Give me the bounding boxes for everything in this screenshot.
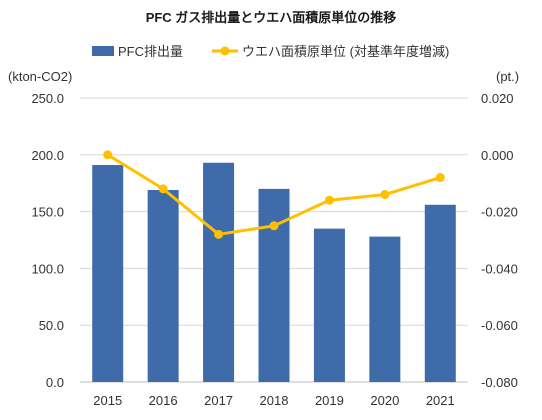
- line-point: [324, 195, 334, 205]
- right-axis-unit: (pt.): [496, 69, 519, 84]
- left-axis-unit: (kton-CO2): [8, 69, 72, 84]
- x-tick-label: 2018: [260, 393, 289, 408]
- line-point: [103, 150, 113, 160]
- bar: [369, 236, 401, 382]
- right-tick-label: -0.060: [481, 318, 518, 333]
- bar: [424, 204, 456, 382]
- chart-title: PFC ガス排出量とウエハ面積原単位の推移: [146, 10, 397, 25]
- left-axis-ticks: 0.0 50.0 100.0 150.0 200.0 250.0: [31, 91, 64, 390]
- bar: [92, 165, 124, 382]
- x-tick-label: 2017: [204, 393, 233, 408]
- x-tick-label: 2015: [93, 393, 122, 408]
- right-tick-label: 0.020: [481, 91, 514, 106]
- right-tick-label: 0.000: [481, 148, 514, 163]
- legend-line-label: ウエハ面積原単位 (対基準年度増減): [242, 44, 449, 59]
- right-tick-label: -0.020: [481, 205, 518, 220]
- line-point: [214, 229, 224, 239]
- line-point: [435, 173, 445, 183]
- left-tick-label: 250.0: [31, 91, 64, 106]
- x-tick-label: 2016: [149, 393, 178, 408]
- legend-line-marker: [220, 46, 230, 56]
- bar-series: [92, 162, 456, 382]
- x-axis-ticks: 2015 2016 2017 2018 2019 2020 2021: [93, 393, 454, 408]
- line-series: [103, 150, 445, 239]
- x-tick-label: 2020: [370, 393, 399, 408]
- x-tick-label: 2021: [426, 393, 455, 408]
- left-tick-label: 100.0: [31, 261, 64, 276]
- bar: [147, 190, 179, 382]
- left-tick-label: 150.0: [31, 205, 64, 220]
- line-point: [380, 190, 390, 200]
- line-point: [158, 184, 168, 194]
- left-tick-label: 0.0: [46, 375, 64, 390]
- x-tick-label: 2019: [315, 393, 344, 408]
- bar: [313, 228, 345, 382]
- right-tick-label: -0.040: [481, 261, 518, 276]
- left-tick-label: 50.0: [39, 318, 64, 333]
- legend-bar-swatch: [92, 46, 114, 56]
- left-tick-label: 200.0: [31, 148, 64, 163]
- legend: PFC排出量 ウエハ面積原単位 (対基準年度増減): [92, 44, 449, 59]
- bar: [258, 188, 290, 382]
- right-axis-ticks: -0.080 -0.060 -0.040 -0.020 0.000 0.020: [481, 91, 518, 390]
- right-tick-label: -0.080: [481, 375, 518, 390]
- bar: [203, 162, 235, 382]
- legend-bar-label: PFC排出量: [118, 44, 183, 59]
- line-point: [269, 221, 279, 231]
